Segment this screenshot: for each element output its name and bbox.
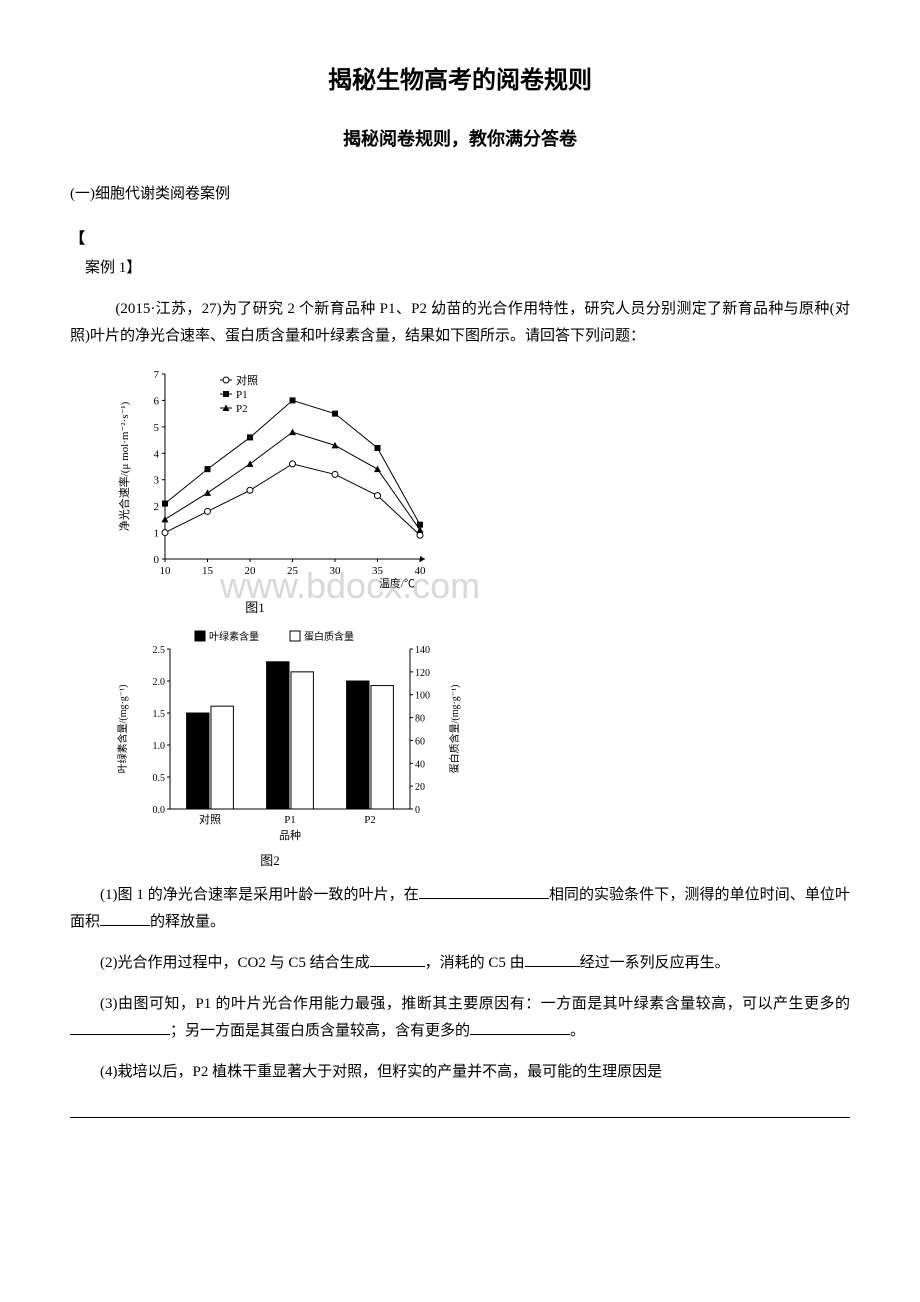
question-4: (4)栽培以后，P2 植株干重显著大于对照，但籽实的产量并不高，最可能的生理原因…	[70, 1059, 850, 1086]
svg-text:1.5: 1.5	[153, 709, 166, 720]
bar-chart-caption: 图2	[110, 849, 430, 872]
svg-text:净光合速率/(μ mol·m⁻²·s⁻¹): 净光合速率/(μ mol·m⁻²·s⁻¹)	[117, 401, 131, 531]
svg-text:P1: P1	[284, 814, 296, 826]
question-3: (3)由图可知，P1 的叶片光合作用能力最强，推断其主要原因有：一方面是其叶绿素…	[70, 991, 850, 1045]
q1-text-a: (1)图 1 的净光合速率是采用叶龄一致的叶片，在	[100, 887, 419, 903]
svg-text:40: 40	[415, 759, 425, 770]
svg-text:叶绿素含量: 叶绿素含量	[209, 630, 259, 643]
q3-text-c: 。	[570, 1023, 585, 1039]
svg-text:140: 140	[415, 645, 430, 656]
svg-text:1.0: 1.0	[153, 741, 166, 752]
q2-text-c: 经过一系列反应再生。	[580, 955, 730, 971]
svg-text:0.0: 0.0	[153, 805, 166, 816]
svg-text:60: 60	[415, 736, 425, 747]
svg-text:2.5: 2.5	[153, 645, 166, 656]
svg-text:叶绿素含量/(mg·g⁻¹): 叶绿素含量/(mg·g⁻¹)	[116, 685, 129, 774]
line-chart-svg: 0123456710152025303540温度/℃净光合速率/(μ mol·m…	[110, 364, 430, 594]
svg-text:5: 5	[154, 421, 160, 433]
svg-text:蛋白质含量/(mg·g⁻¹): 蛋白质含量/(mg·g⁻¹)	[448, 685, 461, 774]
svg-text:100: 100	[415, 691, 430, 702]
line-chart-caption: 图1	[110, 596, 400, 619]
svg-text:对照: 对照	[236, 373, 258, 387]
svg-text:15: 15	[202, 565, 214, 577]
svg-text:1: 1	[154, 527, 160, 539]
q2-text-b: ，消耗的 C5 由	[425, 955, 525, 971]
svg-text:2: 2	[154, 501, 160, 513]
q1-text-c: 的释放量。	[150, 914, 225, 930]
svg-text:3: 3	[154, 474, 160, 486]
svg-text:30: 30	[330, 565, 342, 577]
svg-text:P2: P2	[364, 814, 376, 826]
intro-paragraph: (2015·江苏，27)为了研究 2 个新育品种 P1、P2 幼苗的光合作用特性…	[70, 296, 850, 350]
svg-text:P2: P2	[236, 403, 248, 415]
q3-text-a: (3)由图可知，P1 的叶片光合作用能力最强，推断其主要原因有：一方面是其叶绿素…	[100, 996, 850, 1012]
q3-blank-a	[70, 1034, 170, 1035]
svg-text:蛋白质含量: 蛋白质含量	[304, 630, 354, 643]
bar-chart-svg: 0.0 0.5 1.0 1.5 2.0 2.5 0 20 40 60 80 100 120 140 叶绿素含…	[110, 627, 470, 847]
svg-text:20: 20	[415, 782, 425, 793]
question-2: (2)光合作用过程中，CO2 与 C5 结合生成 ，消耗的 C5 由 经过一系列反应…	[70, 950, 850, 977]
q2-blank-b	[525, 966, 580, 967]
case-label: 案例 1】	[70, 255, 850, 282]
charts-container: www.bdocx.com 0123456710152025303540温度/℃…	[110, 364, 850, 873]
svg-text:120: 120	[415, 668, 430, 679]
svg-text:0.5: 0.5	[153, 773, 166, 784]
svg-text:温度/℃: 温度/℃	[379, 576, 415, 590]
svg-text:20: 20	[245, 565, 257, 577]
question-1: (1)图 1 的净光合速率是采用叶龄一致的叶片，在相同的实验条件下，测得的单位时…	[70, 882, 850, 936]
q1-blank-a	[419, 898, 549, 899]
subtitle: 揭秘阅卷规则，教你满分答卷	[70, 123, 850, 155]
svg-text:对照: 对照	[199, 812, 221, 826]
svg-text:25: 25	[287, 565, 299, 577]
bar-chart: 0.0 0.5 1.0 1.5 2.0 2.5 0 20 40 60 80 100 120 140 叶绿素含…	[110, 627, 470, 847]
svg-text:0: 0	[415, 805, 420, 816]
line-chart: 0123456710152025303540温度/℃净光合速率/(μ mol·m…	[110, 364, 430, 594]
q2-text-a: (2)光合作用过程中，CO2 与 C5 结合生成	[100, 955, 370, 971]
main-title: 揭秘生物高考的阅卷规则	[70, 60, 850, 103]
case-bracket: 【	[70, 226, 850, 253]
q1-blank-b	[100, 925, 150, 926]
svg-text:6: 6	[154, 395, 160, 407]
q3-text-b: ；另一方面是其蛋白质含量较高，含有更多的	[170, 1023, 470, 1039]
q3-blank-b	[470, 1034, 570, 1035]
q2-blank-a	[370, 966, 425, 967]
svg-text:40: 40	[415, 565, 427, 577]
q4-blank-line	[70, 1100, 850, 1128]
svg-text:35: 35	[372, 565, 384, 577]
section-heading: (一)细胞代谢类阅卷案例	[70, 181, 850, 208]
svg-text:80: 80	[415, 714, 425, 725]
svg-text:7: 7	[154, 369, 160, 381]
svg-text:4: 4	[154, 448, 160, 460]
svg-text:2.0: 2.0	[153, 677, 166, 688]
svg-text:10: 10	[160, 565, 172, 577]
svg-text:品种: 品种	[279, 828, 301, 842]
svg-text:P1: P1	[236, 389, 248, 401]
